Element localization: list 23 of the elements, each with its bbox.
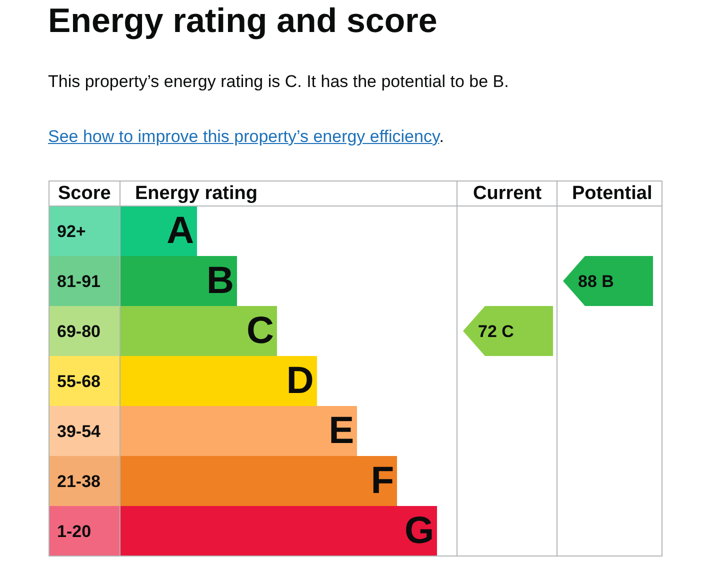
text: 55-68 [57,372,100,391]
y-tick-label: G [404,510,434,552]
text: 39-54 [57,422,102,441]
text: See how to improve this property’s energy efficiency. [48,127,444,147]
text: 72 C [478,322,514,341]
text: Current [473,183,542,204]
chart-subtitle: This property’s energy rating is C. It has the potential to be B. [48,72,509,92]
text: 1-20 [57,522,92,541]
y-tick-label: E [328,410,354,452]
y-tick-label: B [206,260,234,302]
y-tick-label: D [286,360,314,402]
text: 69-80 [57,322,100,341]
y-tick-label: F [370,460,394,502]
text: 88 B [578,272,614,291]
y-tick-label: A [166,210,194,252]
text: 81-91 [57,272,100,291]
text: 92+ [57,222,86,241]
text: Score [58,183,111,204]
y-tick-label: C [246,310,274,352]
text: Potential [572,183,652,204]
chart-title: Energy rating and score [48,2,438,41]
text: 21-38 [57,472,100,491]
annotation: Energy rating [135,183,258,204]
